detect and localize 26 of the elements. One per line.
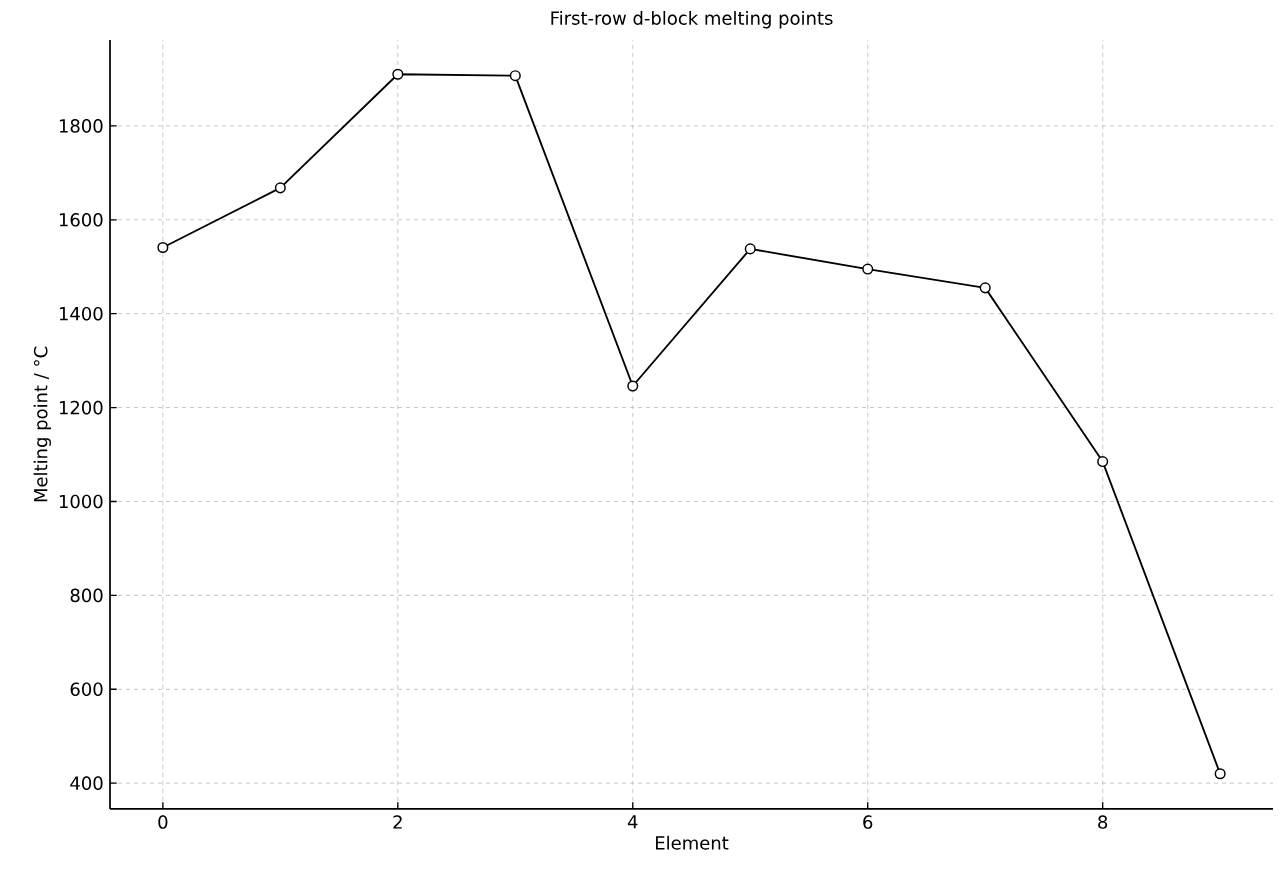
x-tick-label: 6 xyxy=(863,815,873,829)
point xyxy=(862,263,874,275)
y-tick-label: 1600 xyxy=(59,212,103,227)
point xyxy=(1097,456,1109,468)
point xyxy=(979,282,991,294)
y-axis-title: Melting point / °C xyxy=(33,346,51,502)
point xyxy=(744,243,756,255)
y-tick-label: 1800 xyxy=(59,119,103,133)
x-tick-label: 0 xyxy=(158,815,168,829)
point xyxy=(627,380,639,392)
x-tick-label: 8 xyxy=(1098,815,1108,829)
y-tick-label: 1000 xyxy=(59,494,103,509)
y-tick-label: 600 xyxy=(70,682,103,697)
x-tick-label: 2 xyxy=(393,815,402,829)
chart-title: First-row d-block melting points xyxy=(551,10,833,29)
x-axis-title: Element xyxy=(656,835,729,850)
point xyxy=(1214,768,1226,780)
point xyxy=(509,70,521,82)
point xyxy=(392,68,404,80)
point xyxy=(274,182,286,194)
y-tick-label: 800 xyxy=(70,588,103,603)
x-tick-label: 4 xyxy=(627,815,638,829)
y-tick-label: 400 xyxy=(70,776,103,790)
point xyxy=(157,241,169,254)
y-tick-label: 1400 xyxy=(59,306,103,321)
y-tick-label: 1200 xyxy=(59,400,103,415)
